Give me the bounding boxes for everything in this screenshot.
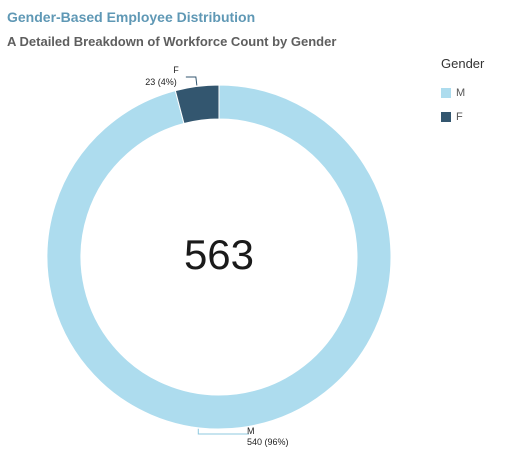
legend-swatch-m: [441, 88, 451, 98]
donut-slices: [46, 84, 392, 430]
legend-label-f: F: [456, 111, 463, 123]
callout-line-m: [197, 428, 249, 435]
legend-item-f[interactable]: F: [441, 111, 516, 123]
slice-m[interactable]: [46, 84, 392, 430]
callout-label-f: F: [173, 65, 179, 75]
legend-item-m[interactable]: M: [441, 87, 516, 99]
legend-title: Gender: [441, 56, 485, 71]
slice-f[interactable]: [174, 84, 220, 125]
legend: Gender M F: [441, 56, 516, 135]
legend-label-m: M: [456, 87, 466, 99]
chart-title: Gender-Based Employee Distribution: [7, 9, 256, 25]
legend-swatch-f: [441, 112, 451, 122]
callout-value-f: 23 (4%): [145, 77, 177, 87]
chart-subtitle: A Detailed Breakdown of Workforce Count …: [7, 34, 337, 49]
callout-label-m: M: [247, 426, 255, 436]
callout-value-m: 540 (96%): [247, 437, 289, 447]
callout-line-f: [185, 76, 198, 86]
center-total-label: 563: [184, 231, 254, 278]
